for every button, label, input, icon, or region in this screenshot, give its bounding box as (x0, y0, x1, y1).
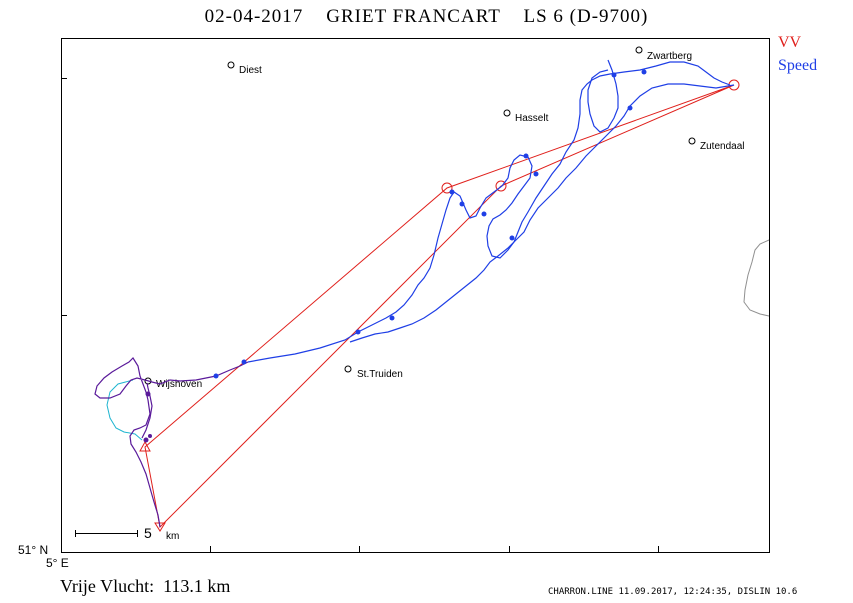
town-label: Hasselt (515, 113, 549, 124)
map-title: 02-04-2017 GRIET FRANCART LS 6 (D-9700) (204, 6, 649, 27)
town-wijshoven: Wijshoven (144, 377, 202, 390)
flight-track-loop (587, 59, 619, 133)
flight-track-start (106, 379, 143, 441)
scale-bar (75, 530, 138, 537)
turnpoint-markers (139, 79, 740, 532)
town-zutendaal: Zutendaal (688, 137, 744, 152)
town-label: Zutendaal (700, 141, 744, 152)
low-thermal-markers (143, 391, 152, 443)
town-diest: Diest (227, 61, 262, 76)
thermal-markers (213, 69, 647, 379)
town-zwartberg: Zwartberg (635, 46, 692, 62)
scale-value: 5 (144, 525, 152, 541)
flight-track-return (349, 83, 735, 343)
map-frame (61, 38, 770, 553)
flight-track-descent (141, 382, 153, 439)
flight-track-low (94, 357, 249, 528)
town-label: Zwartberg (647, 51, 692, 62)
legend-vv-label: VV (778, 34, 802, 51)
town-label: Wijshoven (156, 379, 202, 390)
longitude-label: 5° E (46, 556, 69, 570)
axis-ticks (61, 78, 659, 552)
town-hasselt: Hasselt (503, 109, 549, 124)
town-label: Diest (239, 65, 262, 76)
footer-credit: CHARRON.LINE 11.09.2017, 12:24:35, DISLI… (548, 587, 798, 597)
scale-unit: km (166, 531, 179, 542)
task-polygon (144, 84, 735, 529)
latitude-label: 51° N (18, 543, 49, 557)
town-label: St.Truiden (357, 369, 403, 380)
distance-summary: Vrije Vlucht: 113.1 km (60, 576, 231, 596)
border-line (743, 239, 770, 317)
legend-speed-label: Speed (778, 57, 818, 74)
flight-track-main (247, 61, 731, 363)
town-sttruiden: St.Truiden (344, 365, 403, 380)
